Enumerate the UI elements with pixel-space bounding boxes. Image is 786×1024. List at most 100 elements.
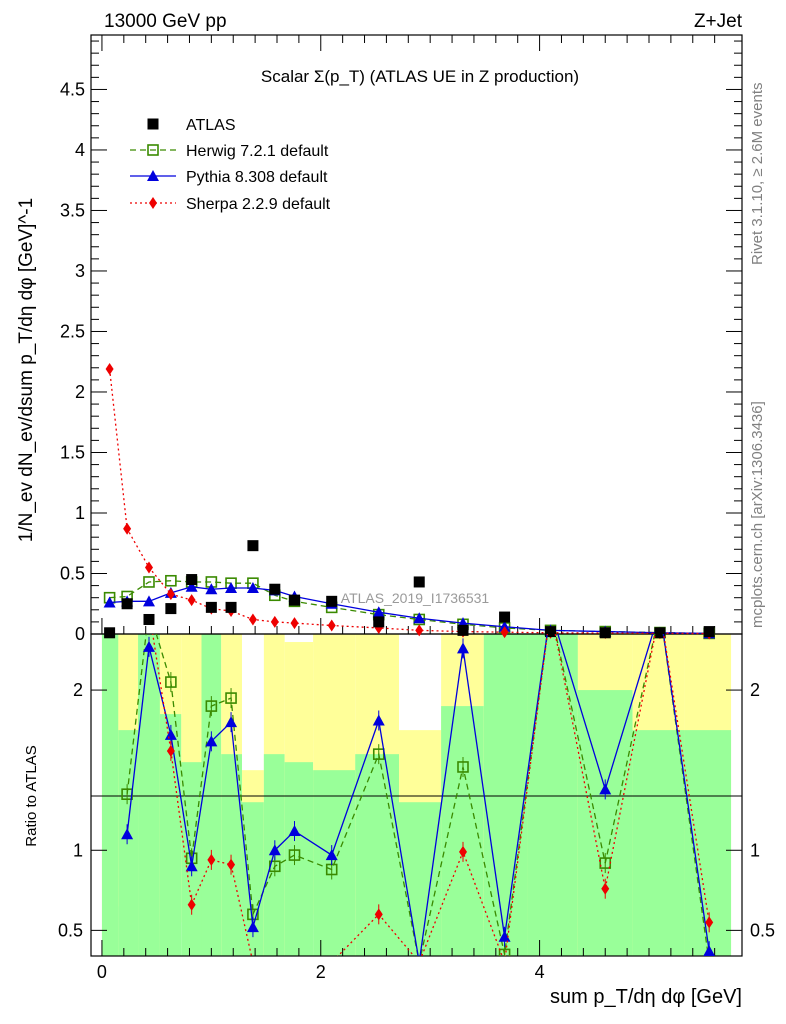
ratio-band-inner xyxy=(101,634,119,956)
atlas-data-point xyxy=(225,601,237,613)
atlas-data-point xyxy=(289,594,301,606)
y-tick-label: 1 xyxy=(75,503,85,523)
ratio-tick-label-left: 1 xyxy=(73,840,83,860)
ratio-band-inner xyxy=(355,754,399,956)
y-tick-label: 0 xyxy=(75,624,85,644)
data-point xyxy=(185,580,198,592)
mcplots-label: mcplots.cern.ch [arXiv:1306.3436] xyxy=(749,401,766,628)
rivet-label: Rivet 3.1.10, ≥ 2.6M events xyxy=(749,83,766,266)
y-tick-label: 2.5 xyxy=(60,321,85,341)
ratio-point xyxy=(164,728,177,740)
data-point xyxy=(327,619,336,632)
axes: 0 2 4 0 0.5 1 1.5 2 2.5 3 3.5 4 4.5 0.5 0.5 1 1 2 2 xyxy=(58,35,775,982)
legend-marker xyxy=(147,144,159,156)
legend-label: ATLAS xyxy=(186,117,236,134)
data-point xyxy=(166,588,175,601)
ratio-point xyxy=(205,700,218,712)
ratio-line xyxy=(126,634,709,956)
atlas-data-point xyxy=(413,576,425,588)
ratio-band-inner xyxy=(201,634,222,956)
ratio-tick-label-left: 2 xyxy=(73,680,83,700)
data-point xyxy=(105,362,114,375)
ratio-point xyxy=(457,761,469,773)
legend-label: Sherpa 2.2.9 default xyxy=(186,196,331,213)
atlas-data-point xyxy=(654,627,666,639)
legend-label: Pythia 8.308 default xyxy=(186,169,328,186)
x-tick-label: 4 xyxy=(535,962,545,982)
data-point xyxy=(270,615,279,628)
y-axis-label: 1/N_ev dN_ev/dsum p_T/dη dφ [GeV]^-1 xyxy=(16,198,37,542)
ratio-tick-label-right: 0.5 xyxy=(750,920,775,940)
data-point xyxy=(143,576,155,588)
ratio-band-inner xyxy=(527,634,578,956)
legend-marker xyxy=(147,170,159,181)
ratio-point xyxy=(705,916,714,929)
atlas-data-point xyxy=(703,626,715,638)
data-point xyxy=(248,613,257,626)
data-point xyxy=(500,626,509,639)
ratio-tick-label-right: 2 xyxy=(750,680,760,700)
ratio-band-inner xyxy=(632,730,685,956)
ratio-point xyxy=(225,692,237,704)
data-point xyxy=(372,606,385,618)
data-point xyxy=(413,612,426,624)
ratio-point xyxy=(227,858,236,871)
ratio-band-inner xyxy=(159,714,182,956)
ratio-band-inner xyxy=(138,634,160,956)
legend-marker xyxy=(147,118,159,130)
y-tick-label: 0.5 xyxy=(60,563,85,583)
ratio-point xyxy=(288,849,301,861)
y-tick-label: 3.5 xyxy=(60,200,85,220)
data-point xyxy=(415,624,424,637)
ratio-point xyxy=(165,676,177,688)
ratio-point xyxy=(457,642,469,654)
y-tick-label: 4 xyxy=(75,140,85,160)
ratio-band-inner xyxy=(483,634,528,956)
atlas-data-point xyxy=(143,613,155,625)
atlas-data-point xyxy=(104,627,116,639)
data-point xyxy=(144,561,153,574)
data-point xyxy=(205,583,218,595)
x-axis-label: sum p_T/dη dφ [GeV] xyxy=(550,986,742,1008)
x-tick-label: 2 xyxy=(316,962,326,982)
ratio-point xyxy=(268,844,281,856)
ratio-point xyxy=(325,849,338,861)
ratio-point xyxy=(185,860,198,872)
legend-marker xyxy=(149,197,157,209)
y-tick-label: 4.5 xyxy=(60,79,85,99)
x-tick-label: 0 xyxy=(97,962,107,982)
series-line xyxy=(109,580,710,635)
atlas-data-point xyxy=(499,611,511,623)
atlas-data-point xyxy=(457,624,469,636)
y-tick-label: 2 xyxy=(75,382,85,402)
ratio-point xyxy=(372,714,385,726)
atlas-data-point xyxy=(545,626,557,638)
ratio-tick-label-right: 1 xyxy=(750,840,760,860)
data-point xyxy=(165,574,177,587)
atlas-data-point xyxy=(373,616,385,628)
data-point xyxy=(187,594,196,607)
ratio-band-inner xyxy=(441,706,484,956)
ratio-point xyxy=(121,828,134,840)
y-tick-label: 3 xyxy=(75,261,85,281)
ratio-point xyxy=(459,845,467,858)
analysis-watermark: ATLAS_2019_I1736531 xyxy=(341,590,490,606)
data-point xyxy=(123,522,132,535)
ratio-series-group xyxy=(121,634,716,956)
ratio-point xyxy=(498,930,511,942)
ratio-band-inner xyxy=(398,802,442,956)
ratio-point xyxy=(246,921,259,933)
ratio-point xyxy=(703,945,716,956)
ratio-point xyxy=(288,825,301,837)
ratio-band-inner xyxy=(577,690,633,956)
atlas-data-point xyxy=(165,603,177,615)
data-point xyxy=(103,596,116,608)
y-tick-label: 1.5 xyxy=(60,442,85,462)
header-left: 13000 GeV pp xyxy=(104,11,227,32)
data-point xyxy=(290,617,299,630)
ratio-point xyxy=(599,783,612,795)
atlas-data-point xyxy=(247,540,259,552)
legend: ATLAS Herwig 7.2.1 default Pythia 8.308 de… xyxy=(130,117,331,213)
ratio-axis-label: Ratio to ATLAS xyxy=(23,745,40,846)
